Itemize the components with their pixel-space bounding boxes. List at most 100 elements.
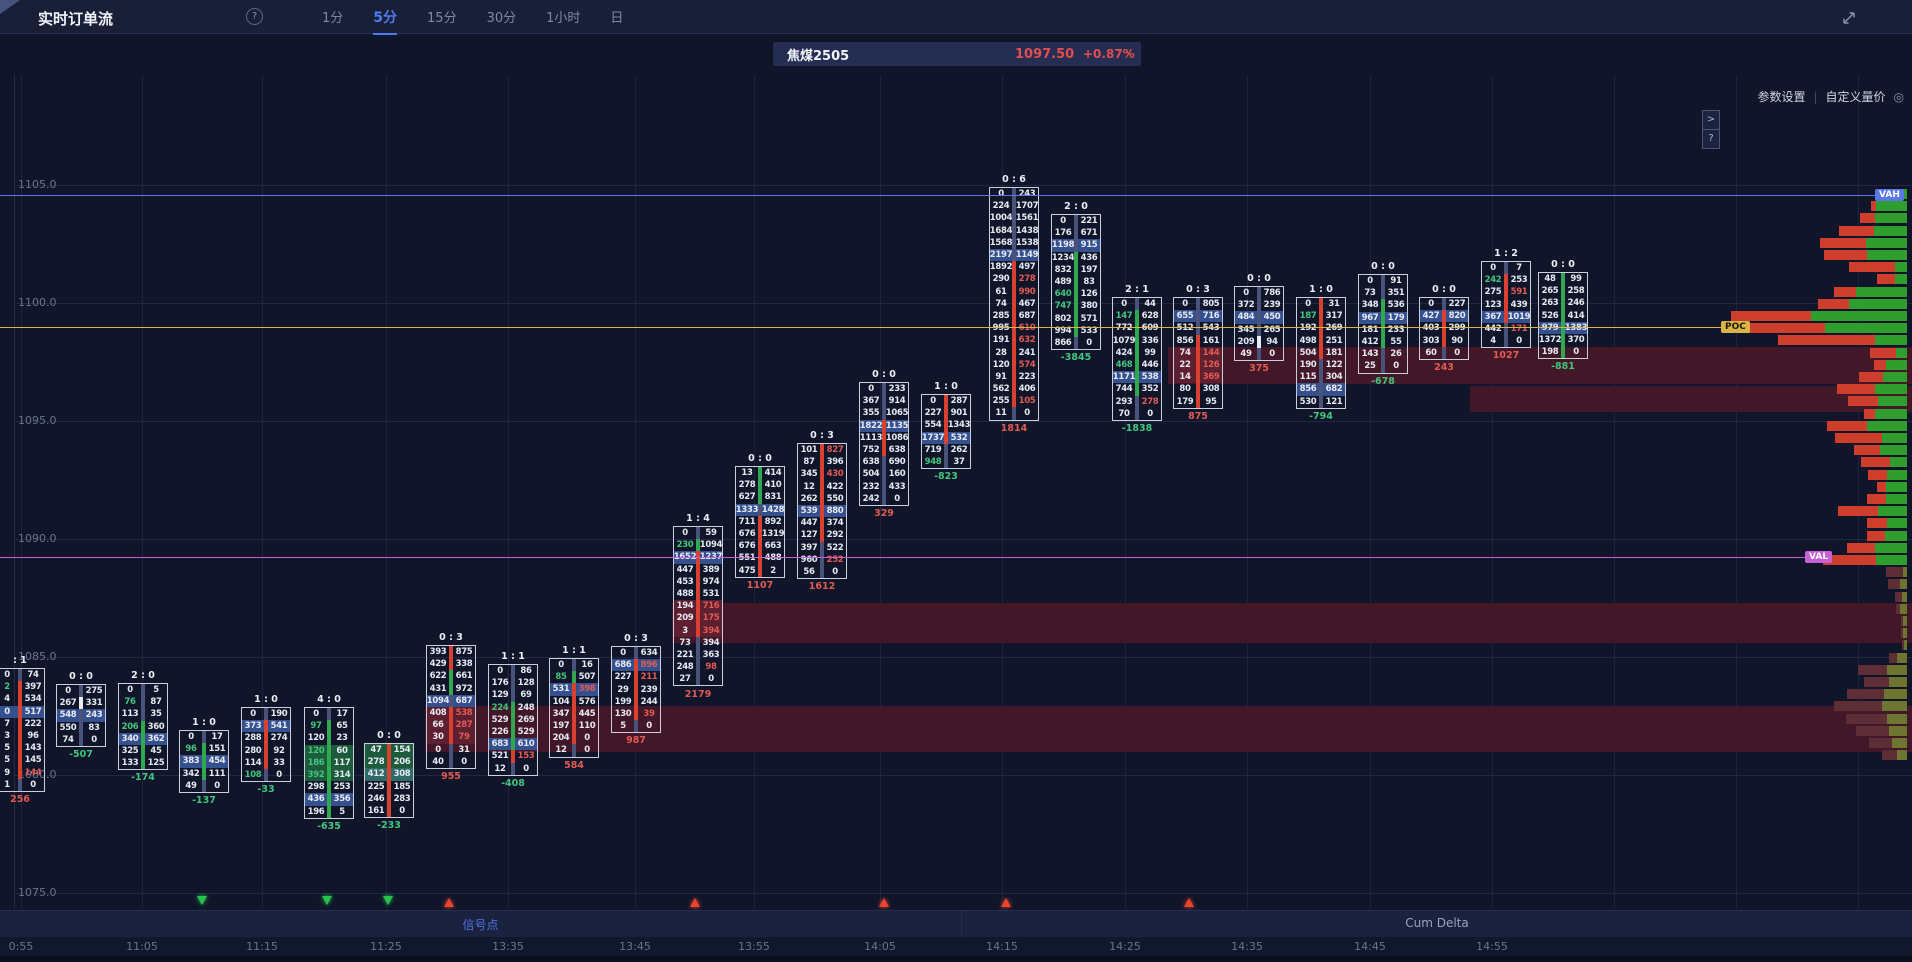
volume-bar [1135, 346, 1139, 359]
footprint-row: 772 609 [1113, 322, 1161, 335]
footprint-row: 262 550 [798, 492, 846, 505]
bid-cell: 2197 [989, 250, 1013, 261]
bid-cell: 74 [1179, 347, 1191, 358]
bid-cell: 91 [995, 371, 1007, 382]
volume-bar [202, 755, 206, 768]
ask-cell: 380 [1080, 301, 1098, 312]
delta-label: 2179 [684, 688, 712, 700]
volume-bar [1381, 335, 1385, 349]
volume-bar [1135, 407, 1139, 420]
volume-bar [1504, 262, 1508, 275]
footprint-row: 1234 436 [1052, 251, 1100, 264]
footprint-row: 0 243 [990, 188, 1038, 201]
volume-bar [202, 731, 206, 744]
help-icon[interactable]: ? [246, 8, 263, 25]
bid-cell: 74 [62, 734, 74, 745]
volume-bar [634, 695, 638, 708]
settings-button[interactable]: 参数设置 [1757, 90, 1806, 104]
ask-cell: 351 [1387, 288, 1405, 299]
bid-cell: 5 [4, 743, 10, 754]
footprint-row: 412 55 [1359, 335, 1407, 349]
profile-bid-segment [1864, 677, 1889, 687]
collapse-icon[interactable] [1842, 10, 1856, 29]
bid-cell: 191 [992, 335, 1010, 346]
footprint-row: 526 414 [1539, 309, 1587, 322]
footprint-row: 373 541 [242, 720, 290, 733]
volume-bar [1257, 347, 1261, 361]
ask-cell: 99 [1570, 274, 1582, 285]
profile-ask-segment [1897, 750, 1907, 761]
vertical-gridline [1002, 75, 1003, 908]
contract-selector[interactable]: 焦煤2505 1097.50 +0.87% ∨ [773, 42, 1141, 66]
footprint-row: 227 211 [612, 671, 660, 684]
tab-5分[interactable]: 5分 [371, 1, 399, 35]
volume-bar [820, 504, 824, 518]
ask-cell: 197 [1080, 264, 1098, 275]
signal-panel-label[interactable]: 信号点 [462, 918, 499, 932]
tab-日[interactable]: 日 [610, 11, 624, 26]
footprint-row: 74 0 [57, 733, 105, 746]
volume-bar [696, 636, 700, 649]
ask-cell: 610 [1018, 323, 1036, 334]
profile-bid-segment [1901, 616, 1903, 626]
footprint-row: 87 396 [798, 456, 846, 469]
profile-bar [0, 579, 1912, 590]
footprint-row: 242 253 [1482, 274, 1530, 287]
footprint-row: 30 79 [427, 731, 475, 744]
ask-cell: 190 [270, 709, 288, 720]
ask-cell: 0 [1454, 347, 1460, 358]
tab-30分[interactable]: 30分 [486, 11, 517, 26]
ask-cell: 352 [1141, 384, 1159, 395]
ask-cell: 454 [208, 756, 226, 767]
ask-cell: 450 [1263, 312, 1281, 323]
delta-label: 1107 [746, 579, 774, 591]
ask-cell: 467 [1018, 298, 1036, 309]
footprint-row: 129 69 [489, 689, 537, 702]
panel-help-button[interactable]: ? [1702, 129, 1720, 149]
tab-15分[interactable]: 15分 [427, 11, 457, 26]
bid-cell: 12 [494, 763, 506, 774]
ask-cell: 143 [24, 743, 42, 754]
bid-cell: 531 [552, 684, 570, 695]
volume-bar [18, 717, 22, 730]
footprint-row: 468 446 [1113, 358, 1161, 372]
bid-cell: 198 [1541, 347, 1559, 358]
ask-cell: 90 [1451, 335, 1463, 346]
profile-ask-segment [1887, 469, 1907, 480]
footprint-box: 0 91 73 351 348 536 967 179 181 233 412 55 143 26 25 0 [1358, 274, 1408, 374]
imbalance-header: 1 : 1 [562, 645, 586, 656]
ask-cell: 394 [702, 637, 720, 648]
cumdelta-panel-label[interactable]: Cum Delta [1405, 916, 1469, 930]
bid-cell: 856 [1299, 384, 1317, 395]
volume-bar [1074, 336, 1078, 350]
bid-cell: 355 [862, 408, 880, 419]
ask-cell: 534 [24, 694, 42, 705]
ask-cell: 33 [273, 757, 285, 768]
bid-cell: 3 [4, 731, 10, 742]
volume-bar [1012, 261, 1016, 274]
bid-cell: 412 [367, 769, 385, 780]
profile-bid-segment [1824, 250, 1867, 260]
bid-cell: 744 [1115, 384, 1133, 395]
tab-1小时[interactable]: 1小时 [546, 11, 581, 26]
footprint-row: 0 287 [922, 395, 970, 408]
footprint-row: 948 37 [922, 455, 970, 469]
gear-icon[interactable]: ◎ [1893, 89, 1904, 104]
footprint-row: 832 197 [1052, 263, 1100, 276]
custom-volume-price-button[interactable]: 自定义量价 [1825, 90, 1886, 104]
expand-panel-button[interactable]: > [1702, 110, 1720, 130]
volume-bar [758, 540, 762, 553]
footprint-box: 0 86 176 128 129 69 224 248 529 269 226 529 683 610 52… [488, 664, 538, 776]
bid-cell: 0 [930, 396, 936, 407]
tab-1分[interactable]: 1分 [322, 11, 344, 26]
footprint-row: 345 265 [1235, 323, 1283, 336]
footprint-row: 0 275 [57, 685, 105, 698]
volume-bar [511, 725, 515, 739]
profile-bid-segment [1847, 689, 1884, 700]
ask-cell: 574 [1018, 359, 1036, 370]
profile-bar [0, 481, 1912, 492]
bid-cell: 278 [367, 757, 385, 768]
ask-cell: 314 [333, 770, 351, 781]
